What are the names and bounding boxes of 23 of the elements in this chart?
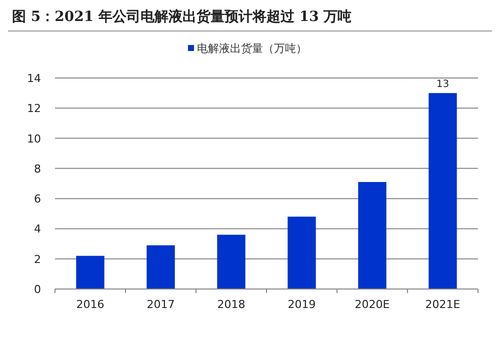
y-tick-label: 8	[34, 162, 41, 176]
bar	[288, 216, 316, 289]
y-tick-label: 6	[34, 192, 41, 206]
bar	[146, 245, 175, 289]
y-tick-label: 0	[34, 283, 41, 296]
x-tick-label: 2016	[76, 298, 104, 311]
y-tick-label: 10	[27, 132, 41, 146]
y-tick-label: 12	[27, 102, 41, 116]
y-tick-label: 4	[34, 222, 41, 236]
bar	[217, 234, 246, 289]
x-tick-label: 2020E	[354, 298, 390, 311]
y-tick-label: 14	[27, 72, 41, 85]
x-tick-label: 2018	[217, 298, 246, 311]
data-label: 13	[436, 79, 450, 90]
y-tick-label: 2	[34, 252, 41, 266]
legend-label: 电解液出货量（万吨）	[197, 42, 307, 55]
bar	[76, 256, 104, 289]
bar	[428, 93, 457, 289]
x-tick-label: 2017	[146, 298, 175, 311]
bar	[358, 182, 386, 289]
x-tick-label: 2019	[288, 298, 316, 311]
x-tick-label: 2021E	[425, 298, 460, 311]
chart-title: 图 5：2021 年公司电解液出货量预计将超过 13 万吨	[12, 8, 352, 25]
